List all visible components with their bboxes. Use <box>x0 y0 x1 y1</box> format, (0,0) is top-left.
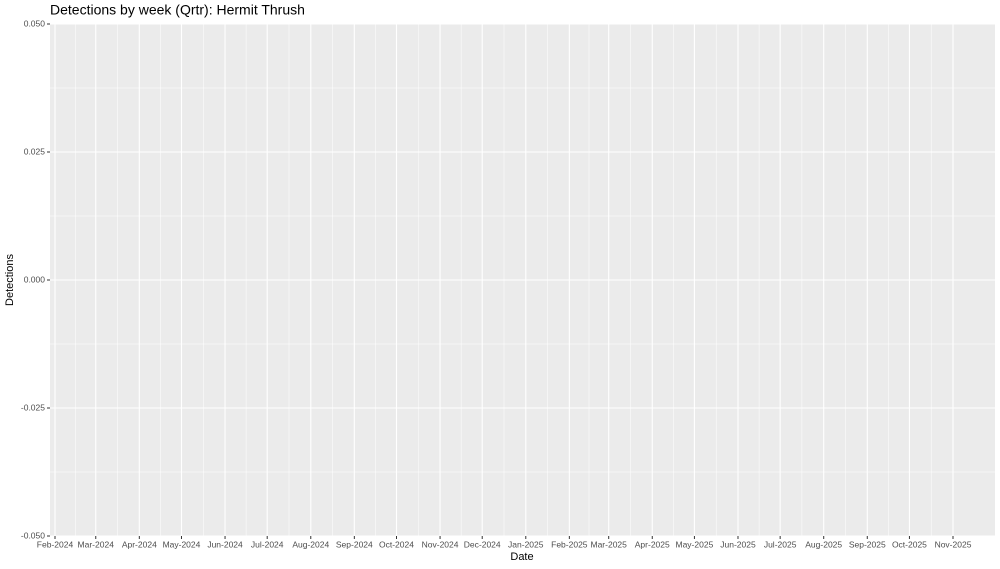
x-tick-label: Jun-2025 <box>720 539 756 549</box>
x-tick-label: Nov-2024 <box>422 539 459 549</box>
x-tick-label: Jul-2024 <box>251 539 284 549</box>
x-tick-label: Sep-2025 <box>849 539 886 549</box>
x-tick-label: Feb-2025 <box>551 539 588 549</box>
y-tick-label: -0.050 <box>21 530 45 540</box>
y-tick-label: 0.050 <box>24 18 46 28</box>
x-tick-label: Feb-2024 <box>37 539 74 549</box>
y-axis-title: Detections <box>4 254 16 306</box>
x-tick-label: May-2024 <box>163 539 201 549</box>
y-tick-label: 0.000 <box>24 274 46 284</box>
x-tick-label: Oct-2024 <box>379 539 414 549</box>
x-tick-label: Aug-2025 <box>805 539 842 549</box>
x-tick-label: Aug-2024 <box>292 539 329 549</box>
x-tick-label: Nov-2025 <box>935 539 972 549</box>
chart-title: Detections by week (Qrtr): Hermit Thrush <box>50 2 305 18</box>
x-axis-title: Date <box>510 551 533 563</box>
x-tick-label: Oct-2025 <box>892 539 927 549</box>
x-tick-label: Dec-2024 <box>464 539 501 549</box>
x-tick-label: May-2025 <box>676 539 714 549</box>
x-tick-label: Apr-2024 <box>122 539 157 549</box>
x-tick-label: Apr-2025 <box>635 539 670 549</box>
x-tick-label: Sep-2024 <box>336 539 373 549</box>
x-tick-label: Jan-2025 <box>508 539 544 549</box>
grid <box>50 23 995 537</box>
x-tick-label: Jul-2025 <box>764 539 797 549</box>
x-tick-label: Jun-2024 <box>207 539 243 549</box>
y-tick-label: -0.025 <box>21 402 45 412</box>
y-tick-label: 0.025 <box>24 146 46 156</box>
x-tick-label: Mar-2025 <box>591 539 628 549</box>
x-tick-label: Mar-2024 <box>78 539 115 549</box>
